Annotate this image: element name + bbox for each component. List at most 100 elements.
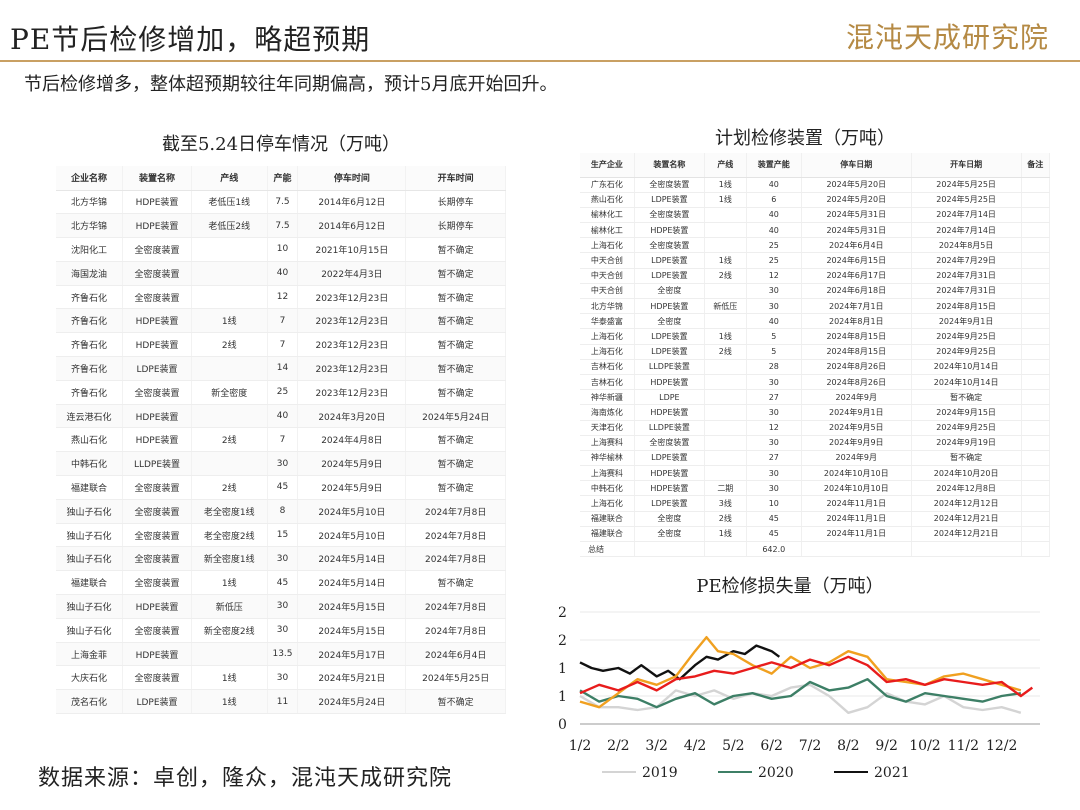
table-cell: 13.5 (267, 642, 299, 667)
table-cell: LDPE装置 (634, 192, 705, 208)
title-bar: PE节后检修增加，略超预期 混沌天成研究院 (0, 0, 1080, 66)
table-cell: 2024年10月14日 (911, 359, 1022, 375)
table-cell (1021, 328, 1051, 345)
table-cell (704, 374, 747, 391)
table-row: 独山子石化 全密度装置 新全密度2线 30 2024年5月15日 2024年7月8日 (56, 618, 506, 643)
table-cell: 30 (746, 480, 802, 497)
table-cell: HDPE装置 (122, 308, 192, 334)
table-cell: 2024年7月31日 (911, 283, 1022, 300)
table-cell: 2024年4月8日 (297, 427, 407, 453)
table-row: 吉林石化 HDPE装置 30 2024年8月26日 2024年10月14日 (580, 374, 1051, 391)
table-cell: 上海石化 (580, 344, 635, 360)
table-cell: 暂不确定 (405, 380, 506, 405)
series-line-2020 (579, 677, 1022, 709)
page-title: PE节后检修增加，略超预期 (10, 23, 371, 56)
table-cell: 2024年5月25日 (911, 177, 1022, 193)
y-tick-label: 1 (558, 661, 567, 677)
table-cell: 全密度 (634, 313, 705, 330)
table-cell: 10 (746, 495, 802, 512)
table-row: 齐鲁石化 全密度装置 新全密度 25 2023年12月23日 暂不确定 (56, 380, 506, 405)
table-cell: 25 (267, 380, 299, 405)
table-cell: 40 (267, 261, 299, 286)
table-cell: 2024年9月9日 (801, 435, 912, 451)
table-cell: 大庆石化 (56, 665, 124, 691)
table-cell: LDPE (634, 389, 705, 406)
table-row: 中韩石化 HDPE装置 二期 30 2024年10月10日 2024年12月8日 (580, 480, 1051, 497)
table-cell: 45 (267, 570, 299, 596)
table-row: 中天合创 LDPE装置 1线 25 2024年6月15日 2024年7月29日 (580, 252, 1051, 269)
table-cell: 中韩石化 (56, 451, 124, 477)
table-cell: 广东石化 (580, 177, 635, 193)
table-cell: 2024年7月8日 (405, 594, 506, 619)
table-cell: LDPE装置 (634, 450, 705, 467)
table-cell: HDPE装置 (122, 190, 192, 215)
x-tick-label: 11/2 (948, 738, 979, 754)
column-header: 装置产能 (746, 153, 802, 178)
table-cell: 福建联合 (56, 570, 124, 596)
table-cell: 2024年12月21日 (911, 511, 1022, 527)
table-cell (1021, 450, 1051, 467)
table-row: 连云港石化 HDPE装置 40 2024年3月20日 2024年5月24日 (56, 404, 506, 429)
table-row: 上海赛科 HDPE装置 30 2024年10月10日 2024年10月20日 (580, 465, 1051, 482)
table-cell (1021, 192, 1051, 208)
table-cell: 2024年6月4日 (405, 642, 506, 667)
table-cell: 暂不确定 (405, 261, 506, 286)
table-cell: 1线 (704, 328, 747, 345)
table-cell: 齐鲁石化 (56, 285, 124, 310)
table-cell: HDPE装置 (634, 465, 705, 482)
table-cell: 7 (267, 332, 299, 358)
table-cell: 2024年5月17日 (297, 642, 407, 667)
table-row: 华泰盛富 全密度 40 2024年8月1日 2024年9月1日 (580, 313, 1051, 330)
table-cell: 老全密度1线 (191, 499, 268, 524)
table-cell: 2024年8月5日 (911, 237, 1022, 254)
table-cell: 北方华锦 (56, 190, 124, 215)
table-cell (1021, 344, 1051, 360)
x-tick-label: 9/2 (875, 738, 898, 754)
table-cell: 新全密度2线 (191, 618, 268, 643)
table-cell (191, 451, 268, 477)
table-cell (1021, 283, 1051, 300)
total-label: 总结 (580, 541, 635, 558)
table-cell: 燕山石化 (580, 192, 635, 208)
legend-label: 2021 (874, 765, 910, 781)
table-cell: 暂不确定 (405, 237, 506, 262)
table-cell: 新低压 (191, 594, 268, 619)
table-cell: 1线 (191, 665, 268, 691)
table-cell: HDPE装置 (122, 332, 192, 358)
maintenance-plan-table: 生产企业 装置名称 产线 装置产能 停车日期 开车日期 备注 广东石化 全密度装置 1线 40 20… (580, 153, 1051, 558)
table-row: 大庆石化 全密度装置 1线 30 2024年5月21日 2024年5月25日 (56, 665, 506, 691)
table-cell: 全密度装置 (122, 618, 192, 643)
table-cell: 2024年10月10日 (801, 480, 912, 497)
column-header: 开车日期 (911, 153, 1022, 178)
table-cell: 天津石化 (580, 420, 635, 436)
series-line-unlabeled-3 (579, 636, 1022, 709)
table-cell: 12 (746, 420, 802, 436)
table-row: 榆林化工 全密度装置 40 2024年5月31日 2024年7月14日 (580, 207, 1051, 224)
table-cell (1021, 404, 1051, 421)
table-cell: 齐鲁石化 (56, 332, 124, 358)
table-cell (1021, 298, 1051, 315)
table-cell: 全密度装置 (122, 237, 192, 262)
x-tick-label: 5/2 (722, 738, 745, 754)
data-source-note: 数据来源：卓创，隆众，混沌天成研究院 (38, 766, 453, 791)
title-divider (0, 60, 1080, 62)
table-cell: 海南炼化 (580, 404, 635, 421)
table-row: 天津石化 LLDPE装置 12 2024年9月5日 2024年9月25日 (580, 420, 1051, 436)
table-cell: 福建联合 (580, 511, 635, 527)
table-cell: LDPE装置 (634, 328, 705, 345)
table-cell: 2024年9月15日 (911, 404, 1022, 421)
table-cell: 吉林石化 (580, 359, 635, 375)
x-tick-label: 12/2 (986, 738, 1017, 754)
table-cell: 40 (746, 207, 802, 224)
table-cell: 上海石化 (580, 495, 635, 512)
table-cell: 2024年5月9日 (297, 475, 407, 500)
table-cell: 2024年11月1日 (801, 526, 912, 543)
table-cell: 全密度装置 (634, 435, 705, 451)
table-cell (191, 642, 268, 667)
table-cell: 2024年12月8日 (911, 480, 1022, 497)
table-cell: 2024年9月25日 (911, 328, 1022, 345)
table-cell: 2024年7月8日 (405, 523, 506, 548)
table-cell: 10 (267, 237, 299, 262)
table-cell: 2024年11月1日 (801, 495, 912, 512)
table-cell: 2023年12月23日 (297, 308, 407, 334)
